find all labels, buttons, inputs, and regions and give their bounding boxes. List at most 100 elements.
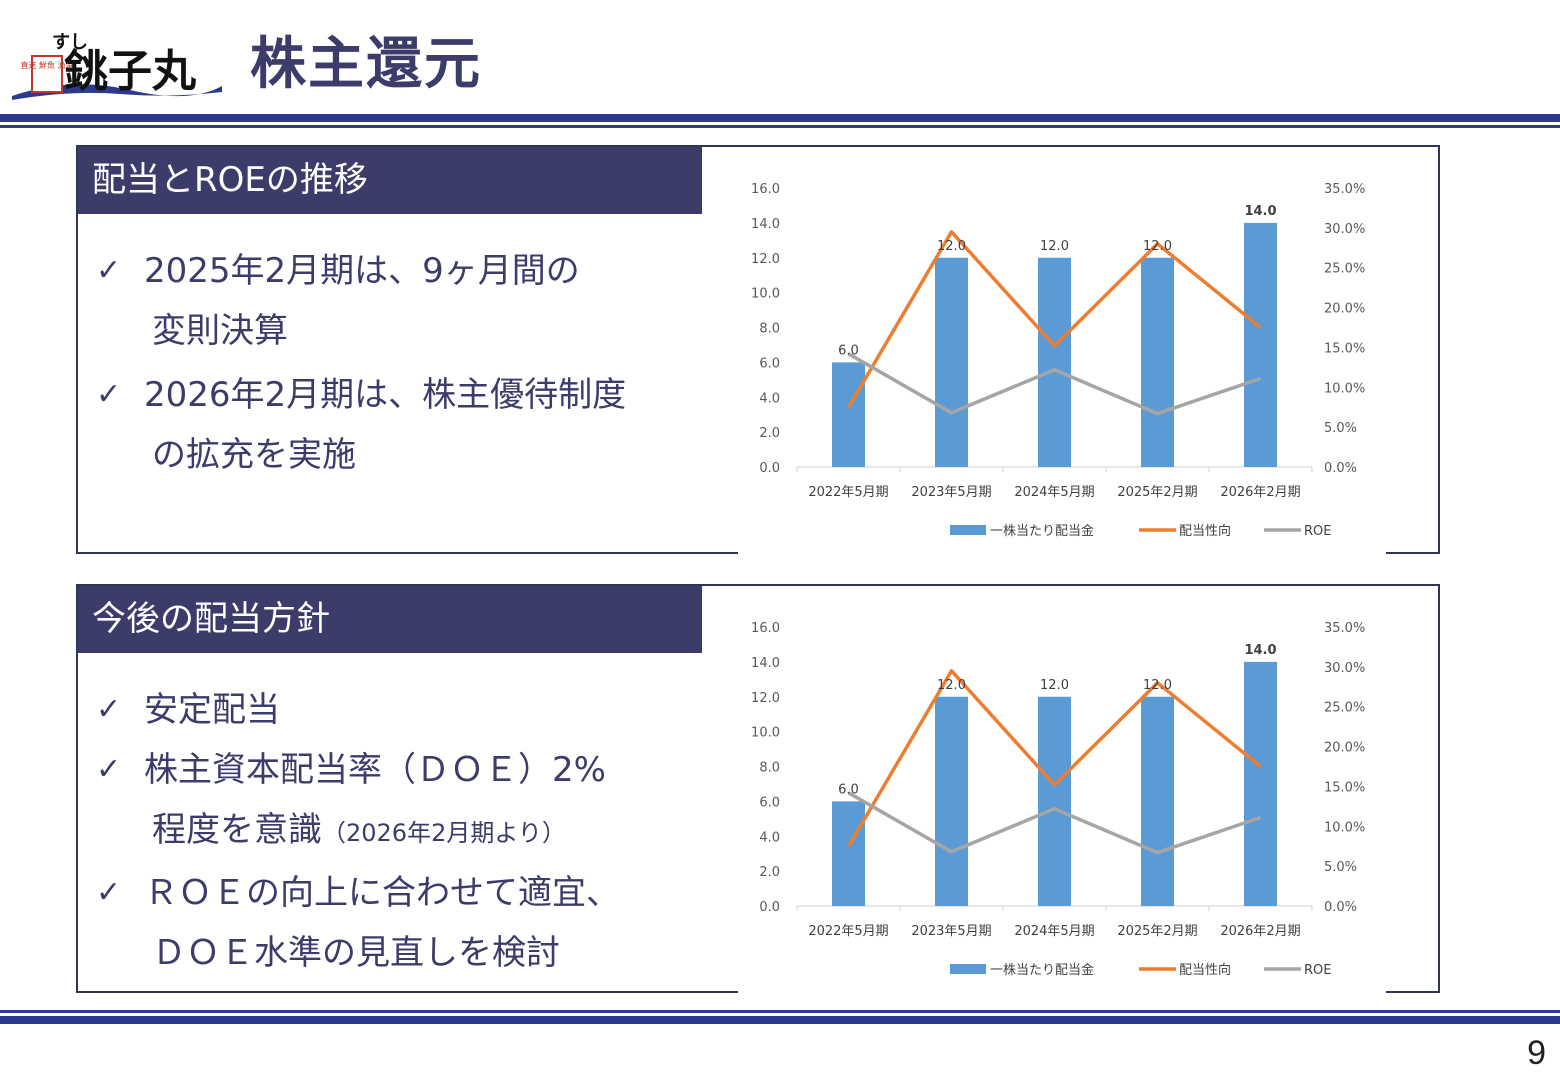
- border-gap: [738, 550, 1386, 554]
- y-right-tick-label: 35.0%: [1324, 621, 1365, 636]
- check-icon: ✓: [96, 377, 122, 412]
- check-icon: ✓: [96, 692, 122, 727]
- footer-rule-thin: [0, 1010, 1560, 1013]
- bar-data-label: 6.0: [838, 782, 859, 797]
- y-right-tick-label: 35.0%: [1324, 182, 1365, 197]
- x-tick-label: 2025年2月期: [1117, 485, 1197, 500]
- bullet-text: 程度を意識: [152, 810, 322, 850]
- bar-data-label: 12.0: [1143, 239, 1172, 254]
- y-left-tick-label: 8.0: [759, 761, 780, 776]
- brand-logo: 直送 鮮魚 漁港 すし 銚子丸: [10, 28, 225, 108]
- y-left-tick-label: 2.0: [759, 426, 780, 441]
- logo-badge-text: 直送 鮮魚 漁港: [20, 60, 73, 70]
- bar: [1141, 257, 1174, 467]
- y-right-tick-label: 20.0%: [1324, 302, 1365, 317]
- legend-label: 配当性向: [1179, 962, 1231, 978]
- series-line-roe: [847, 791, 1262, 855]
- panel-heading: 配当とROEの推移: [78, 147, 702, 214]
- header-rule: [0, 114, 1560, 122]
- header-rule-thin: [0, 125, 1560, 128]
- bar-data-label: 14.0: [1244, 643, 1276, 658]
- y-right-tick-label: 25.0%: [1324, 262, 1365, 277]
- y-right-tick-label: 10.0%: [1324, 820, 1365, 835]
- check-icon: ✓: [96, 875, 122, 910]
- legend-label: ROE: [1304, 963, 1331, 978]
- bullet-text-cont: ＤＯＥ水準の見直しを検討: [152, 933, 560, 973]
- bullet-text: 2025年2月期は、9ヶ月間の: [144, 251, 580, 291]
- legend-swatch: [950, 964, 986, 974]
- y-left-tick-label: 6.0: [759, 795, 780, 810]
- y-left-tick-label: 14.0: [751, 656, 780, 671]
- y-left-tick-label: 10.0: [751, 726, 780, 741]
- bar: [1244, 661, 1277, 906]
- y-left-tick-label: 0.0: [759, 900, 780, 915]
- y-right-tick-label: 10.0%: [1324, 381, 1365, 396]
- bar: [1038, 257, 1071, 467]
- bar: [832, 362, 865, 467]
- bullet-item: ✓ 安定配当: [96, 680, 706, 740]
- legend-label: 一株当たり配当金: [990, 523, 1094, 539]
- bullet-text: 株主資本配当率（ＤＯＥ）2%: [144, 750, 606, 790]
- bar-data-label: 12.0: [937, 239, 966, 254]
- bullet-text: ＲＯＥの向上に合わせて適宜、: [144, 873, 620, 913]
- y-right-tick-label: 30.0%: [1324, 222, 1365, 237]
- y-left-tick-label: 0.0: [759, 461, 780, 476]
- check-icon: ✓: [96, 752, 122, 787]
- page-title: 株主還元: [250, 32, 482, 97]
- series-line-roe: [847, 352, 1262, 416]
- bullet-list: ✓ 安定配当 ✓ 株主資本配当率（ＤＯＥ）2% 程度を意識（2026年2月期より…: [96, 680, 706, 983]
- bar-data-label: 12.0: [1040, 678, 1069, 693]
- legend-label: 一株当たり配当金: [990, 962, 1094, 978]
- x-tick-label: 2025年2月期: [1117, 924, 1197, 939]
- bar-data-label: 14.0: [1244, 204, 1276, 219]
- bullet-list: ✓ 2025年2月期は、9ヶ月間の 変則決算 ✓ 2026年2月期は、株主優待制…: [96, 237, 706, 485]
- bar-data-label: 12.0: [937, 678, 966, 693]
- y-right-tick-label: 25.0%: [1324, 701, 1365, 716]
- dividend-roe-chart: 0.0 2.0 4.0 6.0 8.0 10.0 12.0 14.0 16.0 0.0% 5.0% 1…: [702, 147, 1440, 554]
- x-tick-label: 2023年5月期: [911, 924, 991, 939]
- bullet-text-cont: 変則決算: [152, 311, 288, 351]
- bullet-text: 2026年2月期は、株主優待制度: [144, 375, 627, 415]
- y-right-tick-label: 15.0%: [1324, 780, 1365, 795]
- y-right-tick-label: 15.0%: [1324, 341, 1365, 356]
- legend-swatch: [950, 525, 986, 535]
- y-left-tick-label: 12.0: [751, 252, 780, 267]
- footer-rule: [0, 1016, 1560, 1024]
- chart-svg: 0.0 2.0 4.0 6.0 8.0 10.0 12.0 14.0 16.0 0.0% 5.0% 1…: [751, 182, 1365, 539]
- bullet-item: ✓ 株主資本配当率（ＤＯＥ）2% 程度を意識（2026年2月期より）: [96, 740, 706, 863]
- bullet-text-cont: 程度を意識（2026年2月期より）: [144, 800, 706, 863]
- bullet-text: 安定配当: [144, 690, 280, 730]
- x-tick-label: 2026年2月期: [1220, 485, 1300, 500]
- y-right-tick-label: 20.0%: [1324, 741, 1365, 756]
- chart-svg: 0.0 2.0 4.0 6.0 8.0 10.0 12.0 14.0 16.0 0.0% 5.0% 1…: [751, 621, 1365, 978]
- y-left-tick-label: 16.0: [751, 621, 780, 636]
- bullet-text-cont: の拡充を実施: [152, 435, 356, 475]
- bar: [1141, 696, 1174, 906]
- logo-text: 銚子丸: [64, 46, 196, 97]
- wave-icon: [12, 84, 222, 100]
- panel-dividend-roe: 配当とROEの推移 ✓ 2025年2月期は、9ヶ月間の 変則決算 ✓ 2026年…: [76, 145, 1440, 554]
- logo-sub: すし: [52, 32, 88, 53]
- x-tick-label: 2022年5月期: [808, 485, 888, 500]
- y-right-tick-label: 5.0%: [1324, 860, 1357, 875]
- x-tick-label: 2026年2月期: [1220, 924, 1300, 939]
- bar: [1244, 222, 1277, 467]
- check-icon: ✓: [96, 253, 122, 288]
- y-left-tick-label: 14.0: [751, 217, 780, 232]
- y-left-tick-label: 10.0: [751, 287, 780, 302]
- y-left-tick-label: 8.0: [759, 322, 780, 337]
- y-left-tick-label: 12.0: [751, 691, 780, 706]
- y-right-tick-label: 30.0%: [1324, 661, 1365, 676]
- panel-heading: 今後の配当方針: [78, 586, 702, 653]
- bar: [935, 696, 968, 906]
- bar: [832, 801, 865, 906]
- y-left-tick-label: 2.0: [759, 865, 780, 880]
- bar-data-label: 6.0: [838, 343, 859, 358]
- x-tick-label: 2024年5月期: [1014, 485, 1094, 500]
- bullet-item: ✓ 2026年2月期は、株主優待制度 の拡充を実施: [96, 365, 706, 485]
- legend-label: ROE: [1304, 524, 1331, 539]
- series-line-payout: [846, 669, 1262, 848]
- dividend-policy-chart: 0.0 2.0 4.0 6.0 8.0 10.0 12.0 14.0 16.0 0.0% 5.0% 1…: [702, 586, 1440, 993]
- logo-badge: [31, 55, 63, 93]
- legend-label: 配当性向: [1179, 523, 1231, 539]
